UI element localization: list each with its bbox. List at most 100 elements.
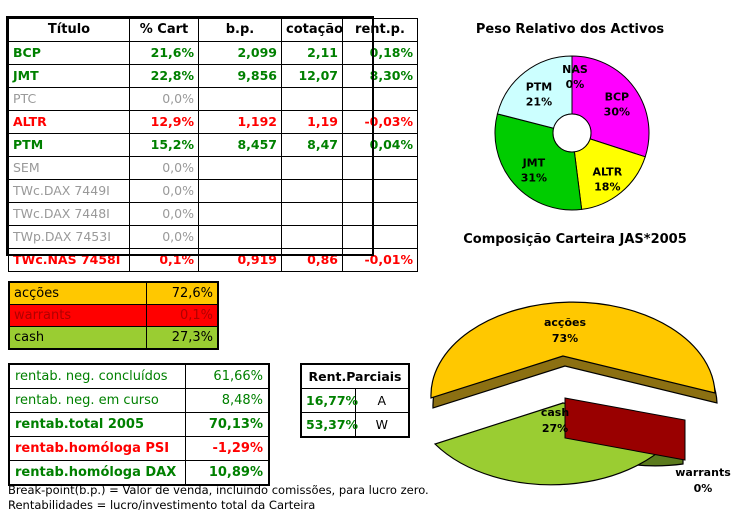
return-label: rentab.total 2005 bbox=[8, 412, 186, 437]
cell-rent: 8,30% bbox=[342, 64, 418, 88]
pie-slice-labels: acções 73% cash 27% warrants 0% bbox=[541, 316, 731, 495]
cell-rent: 0,04% bbox=[342, 133, 418, 157]
cell-title: JMT bbox=[8, 64, 130, 88]
column-header-bp: b.p. bbox=[198, 18, 282, 42]
donut-label-name: NAS bbox=[562, 63, 588, 76]
table-row: TWc.DAX 7449I 0,0% bbox=[8, 179, 418, 203]
donut-label-value: 21% bbox=[526, 95, 552, 108]
allocation-label: acções bbox=[8, 281, 147, 305]
table-row: PTM 15,2% 8,457 8,47 0,04% bbox=[8, 133, 418, 157]
allocation-row: cash 27,3% bbox=[8, 326, 219, 350]
table-row: rentab. neg. concluídos 61,66% bbox=[8, 363, 270, 389]
pie-label-value: 27% bbox=[542, 422, 568, 435]
cell-bp: 0,919 bbox=[198, 248, 282, 272]
pie-slice-accoes bbox=[430, 301, 716, 399]
allocation-row: warrants 0,1% bbox=[8, 304, 219, 327]
table-row: rentab.homóloga PSI -1,29% bbox=[8, 436, 270, 461]
return-label: rentab.homóloga PSI bbox=[8, 436, 186, 461]
table-row: TWp.DAX 7453I 0,0% bbox=[8, 225, 418, 249]
pie-label-name: acções bbox=[544, 316, 586, 329]
cell-cot bbox=[281, 202, 343, 226]
cell-bp: 2,099 bbox=[198, 41, 282, 65]
donut-label-name: PTM bbox=[526, 80, 553, 93]
table-row: rentab.total 2005 70,13% bbox=[8, 412, 270, 437]
allocation-table: acções 72,6% warrants 0,1% cash 27,3% bbox=[8, 281, 219, 350]
return-value: 8,48% bbox=[185, 388, 270, 413]
returns-table: rentab. neg. concluídos 61,66% rentab. neg… bbox=[8, 363, 270, 486]
cell-cart: 0,0% bbox=[129, 179, 199, 203]
partial-returns-table: Rent.Parciais 16,77% A 53,37% W bbox=[300, 363, 410, 438]
cell-cot bbox=[281, 156, 343, 180]
cell-bp bbox=[198, 202, 282, 226]
cell-cart: 0,0% bbox=[129, 225, 199, 249]
cell-cot bbox=[281, 179, 343, 203]
footnote-breakpoint: Break-point(b.p.) = Valor de venda, incl… bbox=[8, 483, 429, 497]
cell-bp bbox=[198, 87, 282, 111]
pie-chart-title: Composição Carteira JAS*2005 bbox=[463, 232, 687, 247]
allocation-row: acções 72,6% bbox=[8, 281, 219, 305]
cell-cot: 0,86 bbox=[281, 248, 343, 272]
partial-return-value: 16,77% bbox=[300, 388, 358, 413]
cell-rent: -0,01% bbox=[342, 248, 418, 272]
allocation-value: 0,1% bbox=[146, 304, 219, 327]
column-header-cotacao: cotação bbox=[281, 18, 343, 42]
cell-rent bbox=[342, 225, 418, 249]
donut-label-name: JMT bbox=[522, 157, 546, 170]
cell-cart: 21,6% bbox=[129, 41, 199, 65]
table-row: 53,37% W bbox=[300, 412, 410, 438]
table-row: TWc.NAS 7458I 0,1% 0,919 0,86 -0,01% bbox=[8, 248, 418, 272]
cell-cart: 0,0% bbox=[129, 87, 199, 111]
cell-rent: 0,18% bbox=[342, 41, 418, 65]
partial-returns-header: Rent.Parciais bbox=[300, 363, 410, 389]
cell-title: ALTR bbox=[8, 110, 130, 134]
return-value: -1,29% bbox=[185, 436, 270, 461]
pie-chart-3d: acções 73% cash 27% warrants 0% bbox=[415, 248, 740, 498]
cell-bp: 8,457 bbox=[198, 133, 282, 157]
cell-bp bbox=[198, 225, 282, 249]
cell-cart: 12,9% bbox=[129, 110, 199, 134]
cell-rent bbox=[342, 202, 418, 226]
cell-cot: 12,07 bbox=[281, 64, 343, 88]
return-label: rentab.homóloga DAX bbox=[8, 460, 186, 486]
donut-label-value: 31% bbox=[521, 172, 547, 185]
cell-cot bbox=[281, 87, 343, 111]
cell-title: BCP bbox=[8, 41, 130, 65]
partial-return-value: 53,37% bbox=[300, 412, 358, 438]
table-row: Rent.Parciais bbox=[300, 363, 410, 389]
cell-rent: -0,03% bbox=[342, 110, 418, 134]
allocation-value: 72,6% bbox=[146, 281, 219, 305]
donut-chart-svg: NAS 0% BCP 30% ALTR 18% JMT 31% PTM 21% bbox=[494, 55, 650, 211]
cell-title: PTM bbox=[8, 133, 130, 157]
table-row: rentab. neg. em curso 8,48% bbox=[8, 388, 270, 413]
table-row: SEM 0,0% bbox=[8, 156, 418, 180]
footnotes: Break-point(b.p.) = Valor de venda, incl… bbox=[8, 483, 478, 513]
pie-label-value: 73% bbox=[552, 332, 578, 345]
donut-label-value: 0% bbox=[566, 78, 585, 91]
holdings-table: Título % Cart b.p. cotação rent.p. BCP 21… bbox=[8, 18, 418, 272]
table-row: 16,77% A bbox=[300, 388, 410, 413]
pie-label-name: cash bbox=[541, 406, 569, 419]
allocation-value: 27,3% bbox=[146, 326, 219, 350]
table-row: PTC 0,0% bbox=[8, 87, 418, 111]
donut-label-name: BCP bbox=[605, 90, 630, 103]
cell-title: TWc.DAX 7449I bbox=[8, 179, 130, 203]
partial-return-code: A bbox=[354, 388, 410, 413]
donut-label-value: 30% bbox=[604, 105, 630, 118]
return-value: 61,66% bbox=[185, 363, 270, 389]
cell-rent bbox=[342, 156, 418, 180]
cell-title: PTC bbox=[8, 87, 130, 111]
donut-label-value: 18% bbox=[594, 181, 620, 194]
column-header-titulo: Título bbox=[8, 18, 130, 42]
column-header-percart: % Cart bbox=[129, 18, 199, 42]
cell-title: SEM bbox=[8, 156, 130, 180]
donut-label-name: ALTR bbox=[592, 166, 622, 179]
cell-cart: 0,1% bbox=[129, 248, 199, 272]
table-header-row: Título % Cart b.p. cotação rent.p. bbox=[8, 18, 418, 42]
return-value: 10,89% bbox=[185, 460, 270, 486]
donut-center-hole bbox=[552, 113, 592, 153]
pie-label-name: warrants bbox=[675, 466, 731, 479]
pie-chart-3d-svg: acções 73% cash 27% warrants 0% bbox=[430, 301, 731, 495]
table-row: TWc.DAX 7448I 0,0% bbox=[8, 202, 418, 226]
table-row: BCP 21,6% 2,099 2,11 0,18% bbox=[8, 41, 418, 65]
pie-label-value: 0% bbox=[694, 482, 713, 495]
